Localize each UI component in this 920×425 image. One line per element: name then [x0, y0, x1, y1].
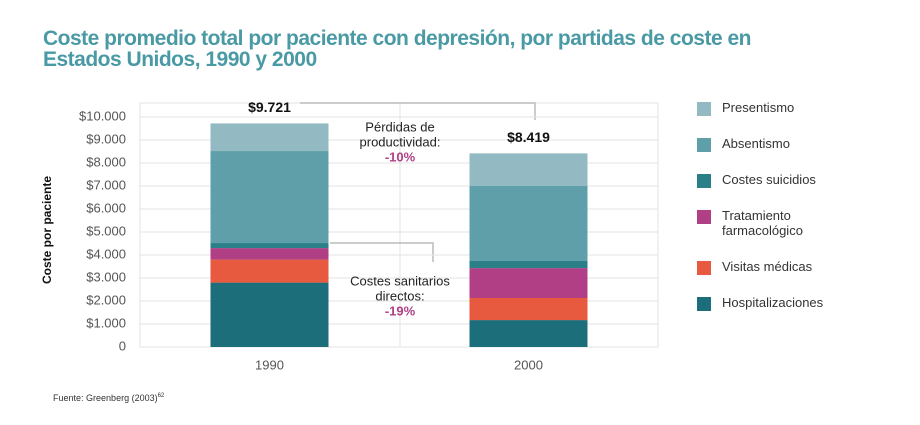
y-tick-label: $2.000 [86, 292, 126, 307]
bar-segment [210, 259, 329, 283]
bar-segment [469, 320, 588, 347]
y-tick-label: $3.000 [86, 269, 126, 284]
y-tick-label: $7.000 [86, 177, 126, 192]
legend-item: Presentismo [697, 100, 897, 136]
bar-segment [210, 243, 329, 249]
legend-item: Tratamiento farmacológico [697, 208, 897, 259]
bar-segment [469, 298, 588, 321]
y-tick-label: $1.000 [86, 315, 126, 330]
legend-label: Costes suicidios [722, 172, 816, 187]
source-ref: 62 [157, 393, 165, 399]
bar-segment [210, 151, 329, 244]
legend-swatch [697, 210, 711, 224]
connector [330, 242, 434, 262]
annotation: Costes sanitarios [350, 273, 450, 288]
annotation-change: -10% [385, 149, 416, 164]
annotation: Pérdidas de [365, 119, 434, 134]
legend-item: Absentismo [697, 136, 897, 172]
legend-item: Visitas médicas [697, 259, 897, 295]
source: Fuente: Greenberg (2003)62 [53, 393, 164, 403]
annotation: directos: [375, 288, 424, 303]
y-tick-label: 0 [119, 338, 126, 353]
legend: Presentismo Absentismo Costes suicidios Tra… [697, 100, 897, 331]
x-tick-label: 2000 [514, 357, 543, 372]
legend-label: Visitas médicas [722, 259, 813, 274]
y-tick-label: $10.000 [79, 108, 126, 123]
chart-title: Coste promedio total por paciente con de… [43, 27, 751, 71]
annotation: productividad: [360, 134, 441, 149]
legend-label: Presentismo [722, 100, 795, 115]
bar-segment [469, 153, 588, 186]
bar-segment [469, 268, 588, 299]
bar-segment [469, 186, 588, 261]
legend-label: Absentismo [722, 136, 790, 151]
connector [300, 102, 536, 120]
legend-swatch [697, 138, 711, 152]
y-axis-label: Coste por paciente [40, 176, 54, 284]
y-tick-label: $4.000 [86, 246, 126, 261]
legend-swatch [697, 297, 711, 311]
legend-item: Costes suicidios [697, 172, 897, 208]
y-tick-label: $9.000 [86, 131, 126, 146]
legend-swatch [697, 174, 711, 188]
y-tick-label: $6.000 [86, 200, 126, 215]
legend-label: Hospitalizaciones [722, 295, 824, 310]
y-tick-label: $5.000 [86, 223, 126, 238]
source-text: Greenberg (2003) [86, 393, 158, 403]
legend-swatch [697, 261, 711, 275]
legend-item: Hospitalizaciones [697, 295, 897, 331]
bar-segment [210, 248, 329, 260]
bar-segment [210, 123, 329, 152]
bar-segment [469, 260, 588, 269]
source-label: Fuente: [53, 393, 84, 403]
x-tick-label: 1990 [255, 357, 284, 372]
annotation-change: -19% [385, 303, 416, 318]
total-label: $9.721 [248, 99, 291, 115]
bar-segment [210, 282, 329, 347]
legend-swatch [697, 102, 711, 116]
legend-label: Tratamiento farmacológico [722, 208, 803, 238]
total-label: $8.419 [507, 129, 550, 145]
y-tick-label: $8.000 [86, 154, 126, 169]
